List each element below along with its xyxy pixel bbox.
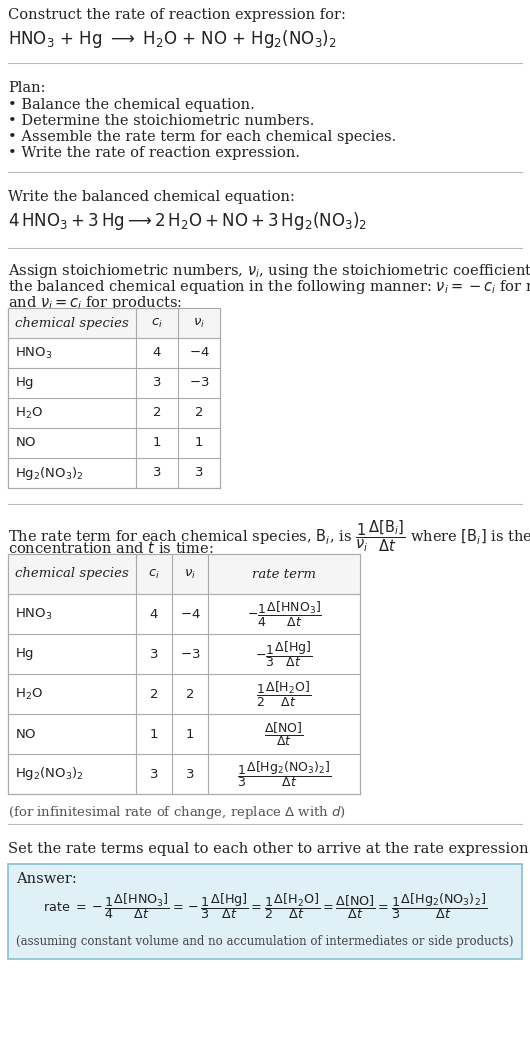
Text: $\dfrac{1}{3}\dfrac{\Delta[\mathrm{Hg_2(NO_3)_2}]}{\Delta t}$: $\dfrac{1}{3}\dfrac{\Delta[\mathrm{Hg_2(… <box>237 759 331 789</box>
Text: $-\dfrac{1}{3}\dfrac{\Delta[\mathrm{Hg}]}{\Delta t}$: $-\dfrac{1}{3}\dfrac{\Delta[\mathrm{Hg}]… <box>255 639 313 669</box>
Text: $-4$: $-4$ <box>180 607 200 620</box>
Text: • Assemble the rate term for each chemical species.: • Assemble the rate term for each chemic… <box>8 130 396 144</box>
Text: 3: 3 <box>150 768 158 780</box>
Text: $\dfrac{1}{2}\dfrac{\Delta[\mathrm{H_2O}]}{\Delta t}$: $\dfrac{1}{2}\dfrac{\Delta[\mathrm{H_2O}… <box>257 679 312 709</box>
Text: $\dfrac{\Delta[\mathrm{NO}]}{\Delta t}$: $\dfrac{\Delta[\mathrm{NO}]}{\Delta t}$ <box>264 720 304 748</box>
Text: • Write the rate of reaction expression.: • Write the rate of reaction expression. <box>8 146 300 160</box>
Text: • Balance the chemical equation.: • Balance the chemical equation. <box>8 98 255 111</box>
Text: $-3$: $-3$ <box>189 376 209 390</box>
Text: $-4$: $-4$ <box>189 347 209 359</box>
Text: $\mathrm{HNO_3}$: $\mathrm{HNO_3}$ <box>15 606 52 621</box>
Text: 2: 2 <box>195 406 203 420</box>
Text: $\nu_i$: $\nu_i$ <box>184 568 196 580</box>
Text: $\mathrm{NO}$: $\mathrm{NO}$ <box>15 727 37 741</box>
Text: 4: 4 <box>150 607 158 620</box>
Text: $4\,\mathregular{HNO_3} + 3\,\mathregular{Hg} \longrightarrow 2\,\mathregular{H_: $4\,\mathregular{HNO_3} + 3\,\mathregula… <box>8 210 367 232</box>
Text: 2: 2 <box>150 688 158 700</box>
Text: 3: 3 <box>195 467 203 479</box>
Text: 3: 3 <box>153 467 161 479</box>
Text: $\mathrm{H_2O}$: $\mathrm{H_2O}$ <box>15 405 43 421</box>
Text: concentration and $t$ is time:: concentration and $t$ is time: <box>8 540 214 556</box>
Text: chemical species: chemical species <box>15 568 129 580</box>
Bar <box>8 308 220 488</box>
Text: 3: 3 <box>153 376 161 390</box>
Text: Answer:: Answer: <box>16 872 77 886</box>
Text: $\mathrm{HNO_3}$: $\mathrm{HNO_3}$ <box>15 346 52 361</box>
Text: $\mathrm{Hg}$: $\mathrm{Hg}$ <box>15 646 34 662</box>
Text: rate $= -\dfrac{1}{4}\dfrac{\Delta[\mathrm{HNO_3}]}{\Delta t} = -\dfrac{1}{3}\df: rate $= -\dfrac{1}{4}\dfrac{\Delta[\math… <box>43 891 487 921</box>
Text: (for infinitesimal rate of change, replace $\Delta$ with $d$): (for infinitesimal rate of change, repla… <box>8 804 346 821</box>
Bar <box>8 308 220 338</box>
Text: 2: 2 <box>186 688 195 700</box>
Text: 4: 4 <box>153 347 161 359</box>
Text: chemical species: chemical species <box>15 317 129 329</box>
Text: $-\dfrac{1}{4}\dfrac{\Delta[\mathrm{HNO_3}]}{\Delta t}$: $-\dfrac{1}{4}\dfrac{\Delta[\mathrm{HNO_… <box>246 599 322 628</box>
Text: The rate term for each chemical species, $\mathrm{B}_i$, is $\dfrac{1}{\nu_i}\df: The rate term for each chemical species,… <box>8 518 530 553</box>
Text: $\nu_i$: $\nu_i$ <box>193 317 205 329</box>
Text: 1: 1 <box>150 727 158 741</box>
Text: $\mathrm{Hg_2(NO_3)_2}$: $\mathrm{Hg_2(NO_3)_2}$ <box>15 766 84 783</box>
Text: 3: 3 <box>150 647 158 661</box>
Text: Construct the rate of reaction expression for:: Construct the rate of reaction expressio… <box>8 8 346 22</box>
Text: • Determine the stoichiometric numbers.: • Determine the stoichiometric numbers. <box>8 114 314 128</box>
Text: Write the balanced chemical equation:: Write the balanced chemical equation: <box>8 190 295 204</box>
Text: rate term: rate term <box>252 568 316 580</box>
Bar <box>8 554 360 794</box>
Text: Set the rate terms equal to each other to arrive at the rate expression:: Set the rate terms equal to each other t… <box>8 842 530 855</box>
Text: Assign stoichiometric numbers, $\nu_i$, using the stoichiometric coefficients, $: Assign stoichiometric numbers, $\nu_i$, … <box>8 262 530 280</box>
FancyBboxPatch shape <box>8 864 522 959</box>
Text: $\mathregular{HNO_3}$ $+$ $\mathregular{Hg}$ $\longrightarrow$ $\mathregular{H_2: $\mathregular{HNO_3}$ $+$ $\mathregular{… <box>8 28 337 50</box>
Text: $\mathrm{Hg_2(NO_3)_2}$: $\mathrm{Hg_2(NO_3)_2}$ <box>15 465 84 481</box>
Text: (assuming constant volume and no accumulation of intermediates or side products): (assuming constant volume and no accumul… <box>16 936 514 948</box>
Text: and $\nu_i = c_i$ for products:: and $\nu_i = c_i$ for products: <box>8 294 182 312</box>
Text: $\mathrm{H_2O}$: $\mathrm{H_2O}$ <box>15 687 43 701</box>
Text: $c_i$: $c_i$ <box>151 317 163 329</box>
Text: $-3$: $-3$ <box>180 647 200 661</box>
Text: 3: 3 <box>186 768 195 780</box>
Text: 1: 1 <box>195 437 203 449</box>
Bar <box>8 554 360 594</box>
Text: Plan:: Plan: <box>8 81 46 95</box>
Text: $\mathrm{NO}$: $\mathrm{NO}$ <box>15 437 37 449</box>
Text: 2: 2 <box>153 406 161 420</box>
Text: the balanced chemical equation in the following manner: $\nu_i = -c_i$ for react: the balanced chemical equation in the fo… <box>8 278 530 296</box>
Text: 1: 1 <box>153 437 161 449</box>
Text: 1: 1 <box>186 727 195 741</box>
Text: $\mathrm{Hg}$: $\mathrm{Hg}$ <box>15 375 34 391</box>
Text: $c_i$: $c_i$ <box>148 568 160 580</box>
